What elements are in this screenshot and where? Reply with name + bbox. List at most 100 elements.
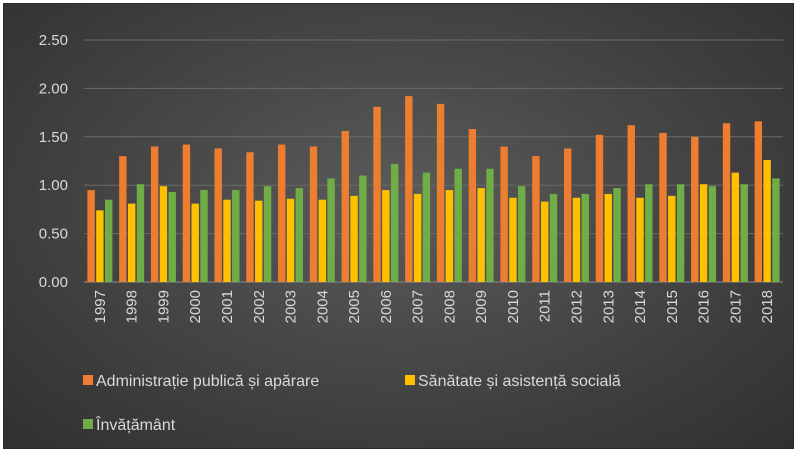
bar-sanatate-2007 <box>413 193 422 282</box>
bar-admin-1999 <box>150 146 159 282</box>
x-tick-label: 2001 <box>219 290 236 323</box>
bar-sanatate-2008 <box>445 190 454 282</box>
x-tick-label: 2018 <box>759 290 776 323</box>
x-tick-label: 2017 <box>727 290 744 323</box>
x-tick-label: 1998 <box>124 290 141 323</box>
bar-sanatate-2013 <box>604 193 612 282</box>
legend-swatch-admin <box>83 375 93 385</box>
x-tick-label: 2007 <box>410 290 427 323</box>
x-tick-label: 2010 <box>505 290 522 323</box>
bar-admin-2010 <box>500 146 508 282</box>
bar-invatamant-2015 <box>676 184 685 282</box>
bar-sanatate-2006 <box>382 190 390 282</box>
bar-invatamant-2002 <box>263 186 272 282</box>
y-tick-label: 2.00 <box>39 80 68 97</box>
bar-admin-2006 <box>373 106 381 282</box>
bar-sanatate-2000 <box>191 203 199 282</box>
bar-invatamant-2014 <box>645 184 653 282</box>
bars <box>87 96 780 283</box>
bar-admin-2003 <box>278 144 286 282</box>
bar-admin-2002 <box>246 152 254 282</box>
bar-invatamant-2004 <box>327 178 335 282</box>
legend-item-invatamant: Învățământ <box>83 415 176 434</box>
bar-sanatate-1997 <box>96 210 104 282</box>
y-tick-label: 1.50 <box>39 129 68 146</box>
bar-admin-2001 <box>214 148 222 282</box>
x-tick-label: 2000 <box>187 290 204 323</box>
y-tick-label: 0.50 <box>39 226 68 243</box>
bar-sanatate-2017 <box>731 172 740 282</box>
bar-admin-2013 <box>595 134 604 282</box>
bar-admin-2015 <box>659 132 667 282</box>
bar-invatamant-2011 <box>549 193 558 282</box>
bar-invatamant-1998 <box>136 184 145 282</box>
bar-invatamant-2017 <box>740 184 748 282</box>
x-tick-label: 2002 <box>251 290 268 323</box>
bar-sanatate-2004 <box>318 199 326 282</box>
bar-admin-2012 <box>563 148 572 282</box>
bar-sanatate-2001 <box>223 199 231 282</box>
bar-admin-1997 <box>87 190 95 282</box>
bar-invatamant-2006 <box>390 163 399 282</box>
bar-sanatate-2009 <box>477 188 485 282</box>
bar-admin-2007 <box>405 96 413 282</box>
x-tick-label: 2011 <box>537 290 554 322</box>
bar-admin-2017 <box>722 123 731 282</box>
bar-invatamant-2000 <box>200 190 208 282</box>
bar-admin-2009 <box>468 129 477 282</box>
y-tick-label: 1.00 <box>39 177 68 194</box>
bar-invatamant-2016 <box>708 186 717 282</box>
bar-sanatate-2003 <box>286 198 295 282</box>
bar-admin-2018 <box>754 121 763 282</box>
y-tick-label: 0.00 <box>39 274 68 291</box>
bar-invatamant-2007 <box>422 172 431 282</box>
y-tick-label: 2.50 <box>39 32 68 49</box>
x-tick-label: 2013 <box>600 290 617 323</box>
bar-admin-2014 <box>627 125 635 283</box>
bar-admin-2004 <box>309 146 318 282</box>
bar-sanatate-1999 <box>159 186 168 282</box>
x-tick-label: 2006 <box>378 290 395 323</box>
bar-invatamant-2018 <box>772 178 780 282</box>
bar-sanatate-2016 <box>699 184 708 282</box>
legend: Administrație publică și apărare Sănătat… <box>83 373 621 434</box>
x-tick-label: 2005 <box>346 290 363 323</box>
bar-invatamant-2003 <box>295 188 304 282</box>
x-tick-label: 2016 <box>696 290 713 323</box>
x-tick-label: 1999 <box>155 290 172 323</box>
bar-invatamant-2008 <box>454 168 462 282</box>
bar-invatamant-2001 <box>232 190 240 282</box>
bar-sanatate-2012 <box>572 197 581 282</box>
bar-sanatate-2002 <box>255 200 263 282</box>
bar-admin-2008 <box>436 103 445 282</box>
bar-admin-2005 <box>341 130 349 282</box>
legend-label-sanatate: Sănătate și asistență socială <box>418 373 621 390</box>
bar-sanatate-2011 <box>541 201 549 282</box>
x-axis-ticks: 1997 1998 1999 2000 2001 2002 2003 2004 2005 2006… <box>92 290 776 323</box>
bar-invatamant-1999 <box>168 191 176 282</box>
x-tick-label: 2008 <box>441 290 458 323</box>
bar-sanatate-1998 <box>127 203 136 282</box>
x-tick-label: 2015 <box>664 290 681 323</box>
legend-item-sanatate: Sănătate și asistență socială <box>405 373 621 390</box>
legend-swatch-invatamant <box>83 419 93 429</box>
x-tick-label: 2003 <box>283 290 300 323</box>
x-tick-label: 2004 <box>314 290 331 323</box>
bar-admin-2000 <box>182 144 191 282</box>
bar-invatamant-2009 <box>486 168 494 282</box>
bar-admin-2011 <box>532 156 540 282</box>
bar-admin-2016 <box>691 136 699 282</box>
legend-label-invatamant: Învățământ <box>95 415 176 434</box>
legend-item-admin: Administrație publică și apărare <box>83 373 319 390</box>
bar-admin-1998 <box>119 156 127 282</box>
bar-invatamant-2005 <box>359 175 367 282</box>
bar-invatamant-1997 <box>104 199 113 282</box>
x-tick-label: 2009 <box>473 290 490 323</box>
x-tick-label: 2014 <box>632 290 649 323</box>
legend-label-admin: Administrație publică și apărare <box>96 373 319 390</box>
y-axis-ticks: 0.00 0.50 1.00 1.50 2.00 2.50 <box>39 32 68 291</box>
bar-sanatate-2010 <box>509 197 517 282</box>
bar-sanatate-2005 <box>350 195 358 282</box>
legend-swatch-sanatate <box>405 375 415 385</box>
x-tick-label: 1997 <box>92 290 109 323</box>
